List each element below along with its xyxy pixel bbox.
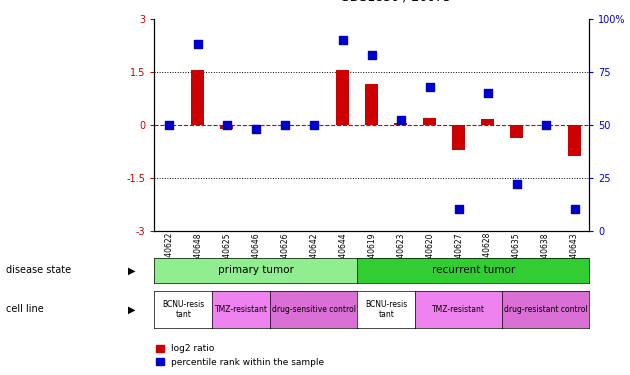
Point [541, 122, 551, 128]
Text: ▶: ▶ [128, 304, 135, 314]
Bar [452, 124, 465, 150]
Point [222, 122, 232, 128]
Point [483, 90, 493, 96]
Text: drug-sensitive control: drug-sensitive control [272, 305, 356, 314]
Text: ▶: ▶ [128, 266, 135, 275]
Bar [192, 70, 204, 124]
Point [425, 84, 435, 90]
Point [164, 122, 174, 128]
Text: GDS1830 / 26673: GDS1830 / 26673 [340, 0, 451, 4]
Text: cell line: cell line [6, 304, 44, 314]
Text: BCNU-resis
tant: BCNU-resis tant [162, 300, 205, 319]
Point [309, 122, 319, 128]
Point [251, 126, 261, 132]
Point [512, 181, 522, 187]
Point [454, 206, 464, 212]
Bar [336, 70, 349, 124]
Text: TMZ-resistant: TMZ-resistant [215, 305, 268, 314]
Point [367, 52, 377, 58]
Text: primary tumor: primary tumor [218, 266, 294, 275]
Legend: log2 ratio, percentile rank within the sample: log2 ratio, percentile rank within the s… [156, 344, 324, 367]
Bar [220, 124, 233, 129]
Bar [568, 124, 581, 156]
Point [396, 117, 406, 123]
Text: TMZ-resistant: TMZ-resistant [432, 305, 485, 314]
Point [193, 41, 203, 47]
Bar [481, 119, 494, 124]
Text: drug-resistant control: drug-resistant control [504, 305, 587, 314]
Bar [365, 84, 378, 124]
Point [280, 122, 290, 128]
Text: disease state: disease state [6, 266, 71, 275]
Point [338, 37, 348, 43]
Bar [510, 124, 523, 138]
Bar [394, 123, 407, 124]
Text: BCNU-resis
tant: BCNU-resis tant [365, 300, 408, 319]
Text: recurrent tumor: recurrent tumor [432, 266, 515, 275]
Bar [423, 118, 436, 124]
Point [570, 206, 580, 212]
